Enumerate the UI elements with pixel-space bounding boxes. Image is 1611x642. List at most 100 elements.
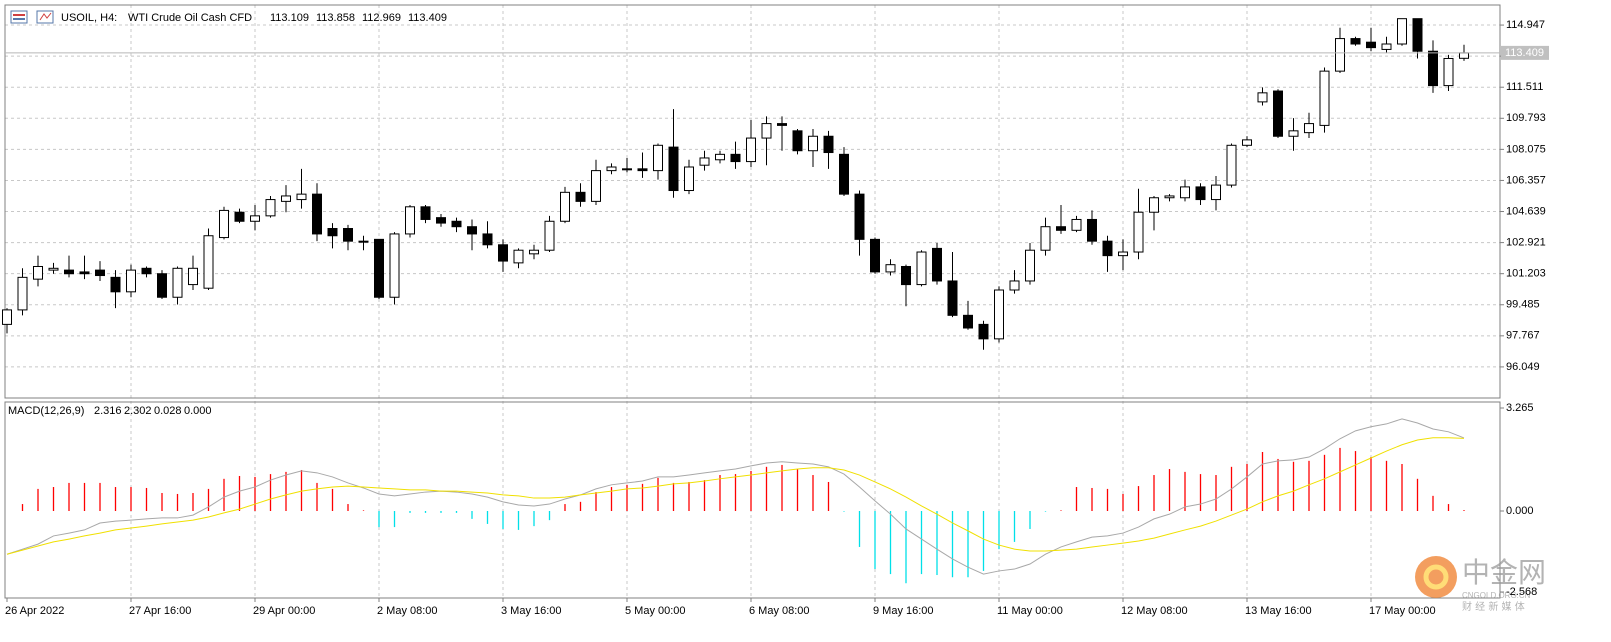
extra-value: 0.000	[184, 405, 212, 417]
watermark-domain: CNGOLD.ORG.CN	[1462, 591, 1531, 600]
watermark-name: 中金网	[1462, 556, 1546, 589]
candle-body	[730, 153, 741, 163]
watermark-tagline: 财 经 新 媒 体	[1462, 600, 1525, 613]
y-tick-label: 97.767	[1506, 330, 1540, 342]
candle-body	[637, 168, 648, 172]
candle-body	[358, 240, 369, 243]
y-tick-label: 0.000	[1506, 505, 1534, 517]
candle-body	[1009, 280, 1020, 291]
candle-body	[947, 280, 958, 316]
candle-body	[1180, 186, 1190, 199]
y-tick-label: 106.357	[1506, 174, 1546, 186]
candle-body	[513, 249, 524, 264]
watermark: 中金网 CNGOLD.ORG.CN 财 经 新 媒 体	[1415, 556, 1546, 613]
candle-body	[1304, 123, 1314, 134]
candle-body	[963, 314, 973, 329]
macd-value: 2.316	[94, 405, 122, 417]
ohlc-low: 112.969	[362, 12, 401, 24]
y-tick-label: 99.485	[1506, 299, 1540, 311]
candle-body	[1397, 18, 1407, 45]
y-tick-label: 3.265	[1506, 402, 1534, 414]
candle-body	[1226, 144, 1237, 186]
candle-body	[219, 209, 229, 239]
candle-body	[1102, 240, 1113, 257]
candle-body	[839, 153, 849, 195]
watermark-logo-inner	[1423, 564, 1449, 590]
candle-body	[467, 226, 477, 235]
candle-body	[1366, 41, 1376, 49]
ohlc-open: 113.109	[270, 12, 309, 24]
candle-body	[823, 135, 834, 154]
candle-body	[978, 323, 989, 340]
candle-body	[110, 276, 121, 293]
icon	[13, 14, 25, 16]
candle-body	[606, 166, 617, 172]
histogram-value: 0.028	[154, 405, 182, 417]
candle-body	[64, 269, 74, 275]
x-tick-label: 13 May 16:00	[1245, 605, 1312, 617]
y-tick-label: 104.639	[1506, 205, 1546, 217]
y-tick-label: 96.049	[1506, 361, 1540, 373]
candle-body	[1149, 197, 1159, 213]
watermark-logo	[1415, 556, 1457, 598]
candle-body	[343, 228, 353, 242]
y-tick-label: 114.947	[1506, 19, 1545, 31]
candle-body	[327, 228, 338, 237]
candle-body	[498, 244, 508, 262]
x-tick-label: 17 May 00:00	[1369, 605, 1436, 617]
candle-body	[1164, 195, 1175, 199]
candle-body	[1273, 90, 1283, 137]
x-tick-label: 29 Apr 00:00	[253, 605, 315, 617]
candle-body	[715, 153, 725, 161]
candle-body	[265, 199, 276, 217]
candle-body	[1040, 226, 1051, 251]
ohlc-high: 113.858	[316, 12, 355, 24]
candle-body	[1087, 218, 1097, 242]
candle-body	[1350, 38, 1361, 45]
candle-body	[808, 135, 818, 152]
candle-body	[312, 193, 322, 235]
candle-body	[591, 170, 601, 202]
header: USOIL, H4: WTI Crude Oil Cash CFD 113.10…	[8, 10, 447, 417]
icon	[10, 10, 28, 24]
macd-pane-border	[4, 401, 1501, 599]
candle-body	[885, 264, 896, 273]
ohlc-close: 113.409	[408, 12, 447, 24]
x-tick-label: 3 May 16:00	[501, 605, 562, 617]
x-tick-label: 2 May 08:00	[377, 605, 438, 617]
candle-body	[1211, 184, 1221, 201]
candle-body	[684, 166, 694, 192]
candle-body	[250, 215, 260, 222]
y-tick-label: 109.793	[1506, 112, 1546, 124]
candle-body	[126, 269, 136, 293]
candle-body	[374, 238, 384, 298]
candle-body	[544, 220, 555, 251]
candle-body	[916, 251, 927, 286]
candle-body	[1071, 218, 1082, 231]
candle-body	[420, 206, 431, 220]
x-tick-label: 11 May 00:00	[997, 605, 1063, 617]
candle-body	[1242, 139, 1252, 146]
candle-body	[575, 191, 586, 202]
candle-body	[436, 217, 446, 224]
candle-body	[1428, 50, 1438, 87]
marks	[2, 18, 1469, 584]
candle-body	[699, 157, 710, 166]
candle-body	[281, 195, 291, 202]
candle-body	[296, 193, 307, 201]
candle-body	[1257, 92, 1268, 103]
candle-body	[1288, 130, 1299, 137]
y-tick-label: -2.568	[1506, 586, 1537, 598]
candle-body	[994, 289, 1004, 340]
candle-body	[668, 146, 679, 192]
candle-body	[761, 123, 772, 139]
candle-body	[451, 220, 462, 228]
candle-body	[792, 130, 803, 152]
y-tick-label: 101.203	[1506, 268, 1546, 280]
candle-body	[901, 265, 911, 286]
x-tick-label: 12 May 08:00	[1121, 605, 1188, 617]
candle-body	[1056, 226, 1066, 231]
candle-body	[188, 267, 198, 286]
candle-body	[389, 233, 400, 298]
